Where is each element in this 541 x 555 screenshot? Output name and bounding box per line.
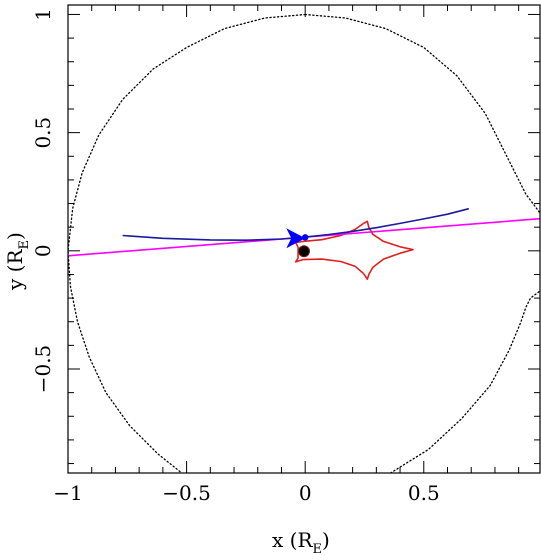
- x-axis-title-main: x (R: [272, 528, 313, 552]
- image-trajectory-line-5: [122, 207, 470, 241]
- y-axis-title-sub: E: [17, 240, 32, 250]
- direction-arrow-marker: [286, 228, 306, 249]
- x-tick-labels: −1 −0.5 0 0.5: [53, 481, 439, 505]
- plot-marker-layer: [286, 228, 310, 258]
- caustic-line-3: [294, 220, 414, 280]
- x-tick-label: −0.5: [162, 481, 211, 505]
- x-axis-title: x (RE): [272, 528, 330, 555]
- y-tick-label: −0.5: [31, 345, 55, 394]
- x-axis-title-sub: E: [313, 542, 323, 555]
- y-tick-labels: −0.5 0 0.5 1: [31, 8, 55, 393]
- axis-ticks: [67, 5, 540, 473]
- critical-curve-line-0: [304, 13, 540, 214]
- plot-data-layer: [68, 13, 540, 473]
- y-tick-label: 0: [31, 244, 55, 257]
- y-axis-title: y (RE): [3, 232, 32, 291]
- plot-frame: [67, 4, 541, 474]
- x-tick-label: −1: [53, 481, 82, 505]
- critical-curve-line-1: [68, 13, 306, 473]
- lens-primary-marker: [298, 245, 310, 258]
- y-tick-label: 0.5: [31, 117, 55, 149]
- x-tick-label: 0: [299, 481, 312, 505]
- x-axis-title-close: ): [322, 528, 330, 552]
- y-axis-title-close: ): [3, 232, 27, 240]
- critical-curve-line-2: [389, 290, 540, 473]
- y-axis-title-main: y (R: [3, 249, 27, 291]
- x-tick-label: 0.5: [408, 481, 440, 505]
- y-tick-label: 1: [31, 8, 55, 21]
